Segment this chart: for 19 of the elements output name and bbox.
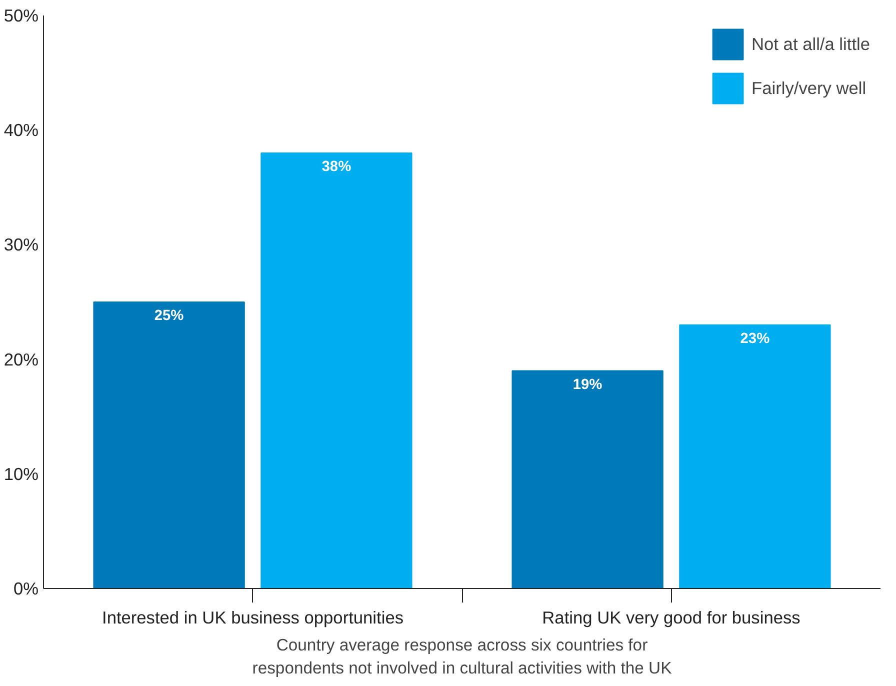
data-label: 19%: [572, 376, 602, 393]
x-tick-label: Interested in UK business opportunities: [102, 608, 404, 628]
data-label: 23%: [740, 330, 770, 347]
y-tick-label: 0%: [13, 578, 38, 598]
bar: [93, 302, 245, 588]
x-axis-title: Country average response across six countries for respondents not involved in cultural activities with the UK: [252, 636, 672, 678]
data-label: 38%: [322, 159, 352, 176]
legend-label: Not at all/a little: [752, 34, 870, 54]
y-tick-label: 20%: [4, 349, 39, 370]
data-label: 25%: [154, 308, 184, 324]
y-tick-label: 50%: [4, 6, 39, 26]
legend-label: Fairly/very well: [752, 78, 866, 98]
bar: [260, 152, 412, 588]
bar: [679, 324, 831, 588]
y-tick-label: 40%: [4, 120, 39, 140]
y-tick-label: 10%: [4, 464, 39, 484]
y-tick-label: 30%: [4, 234, 39, 255]
bar: [512, 370, 664, 588]
x-tick-label: Rating UK very good for business: [542, 608, 801, 628]
